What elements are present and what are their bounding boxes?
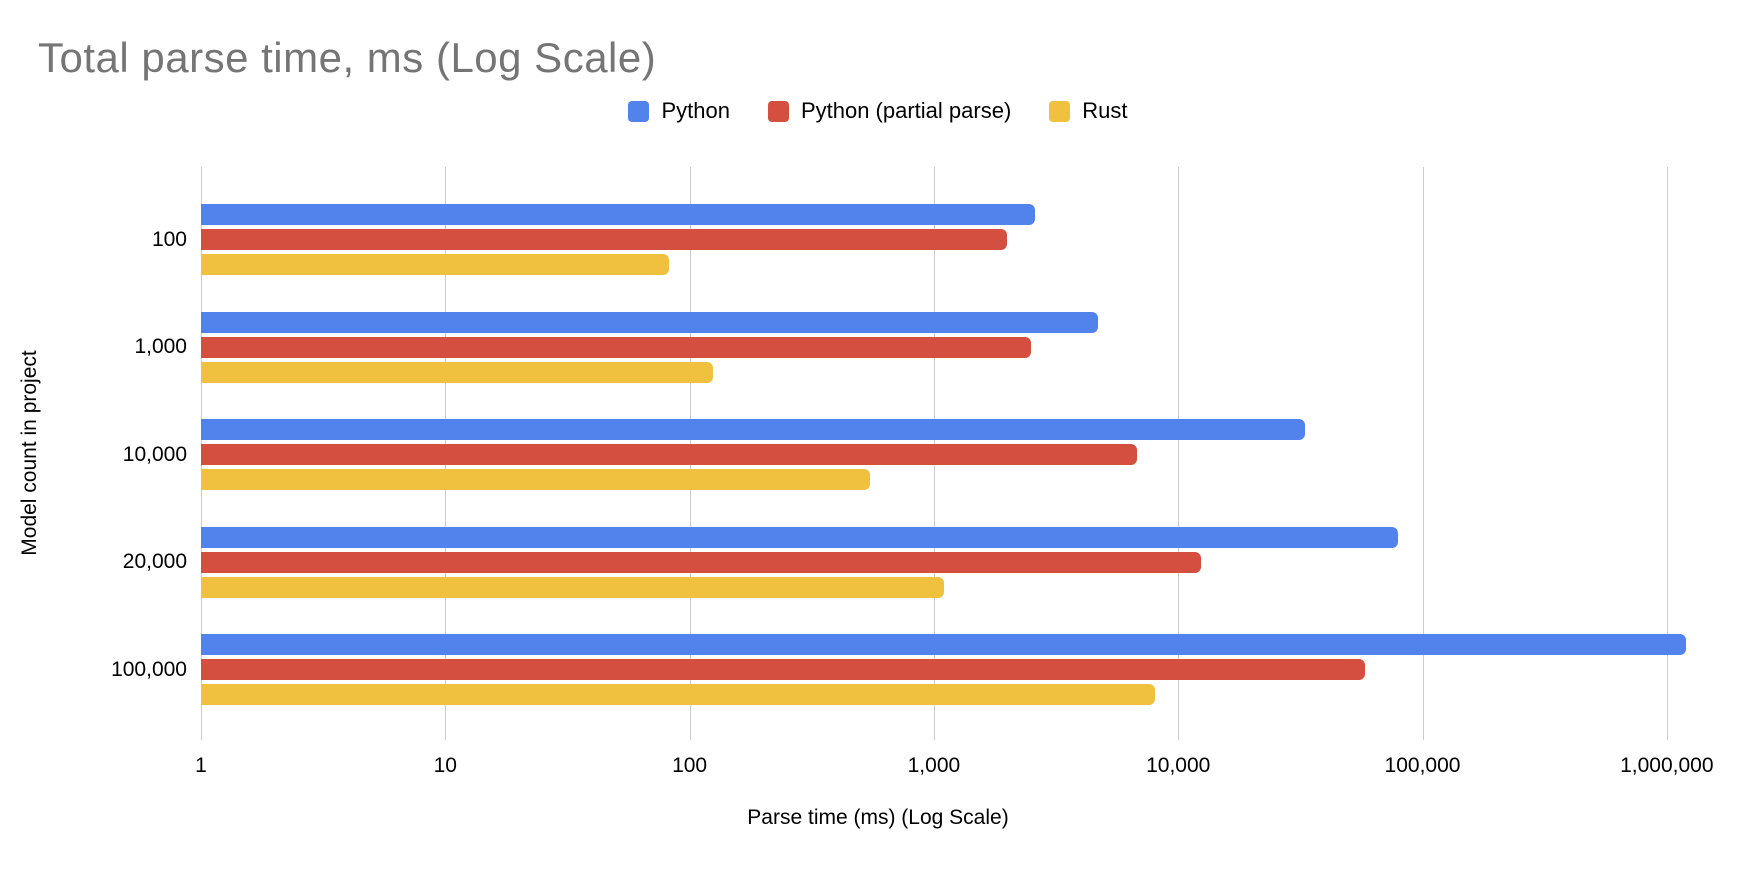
bar-group-10000: 10,000 (123, 419, 1745, 490)
x-tick-label: 10,000 (1146, 754, 1211, 777)
bar-rust-100 (201, 254, 669, 275)
bar-groups: 100 1,000 10,000 20,000 100,000 (111, 167, 1745, 740)
x-tick-label: 1,000,000 (1620, 754, 1714, 777)
bar-group-100: 100 (152, 204, 1745, 275)
bar-python-20000 (201, 526, 1398, 548)
x-axis-title: Parse time (ms) (Log Scale) (747, 806, 1009, 829)
legend-label: Python (partial parse) (800, 98, 1012, 123)
gridline (1178, 167, 1180, 740)
x-tick-label: 1 (195, 754, 207, 777)
bar-group-100000: 100,000 (111, 634, 1745, 705)
bar-python-10000 (201, 419, 1305, 440)
category-label: 20,000 (122, 550, 187, 573)
category-label: 10,000 (122, 442, 187, 466)
legend-label: Rust (1082, 98, 1128, 123)
bar-python-partial-parse-1000 (201, 336, 1032, 358)
category-label: 1,000 (134, 335, 187, 358)
x-tick-label: 10 (433, 754, 457, 777)
bar-rust-100000 (201, 684, 1155, 705)
category-label: 100,000 (111, 657, 187, 681)
bar-rust-20000 (201, 576, 945, 598)
legend-item-rust: Rust (1049, 98, 1128, 124)
plot-area: 1 10 100 1,000 10,000 100,000 1,000,000 100 1,0… (111, 167, 1745, 777)
bar-python-100 (201, 204, 1036, 225)
category-label: 100 (151, 227, 187, 251)
x-tick-label: 100 (672, 754, 708, 777)
legend-item-python-partial-parse: Python (partial parse) (767, 98, 1012, 124)
legend-item-python: Python (628, 98, 730, 124)
bar-python-partial-parse-100000 (201, 659, 1365, 680)
y-axis-title: Model count in project (18, 350, 41, 556)
legend-swatch (1049, 100, 1071, 122)
x-tick-label: 100,000 (1384, 754, 1461, 777)
bar-python-partial-parse-100 (201, 229, 1008, 250)
chart-title: Total parse time, ms (Log Scale) (38, 34, 657, 81)
bar-python-partial-parse-20000 (201, 551, 1202, 573)
bar-group-20000: 20,000 (123, 526, 1745, 598)
bar-python-partial-parse-10000 (201, 444, 1138, 465)
bar-python-100000 (201, 634, 1687, 655)
bar-rust-1000 (201, 361, 714, 383)
bar-group-1000: 1,000 (134, 311, 1745, 383)
x-tick-label: 1,000 (907, 754, 961, 777)
legend: Python Python (partial parse) Rust (0, 98, 1756, 124)
bar-rust-10000 (201, 469, 871, 490)
legend-label: Python (661, 98, 730, 123)
legend-swatch (767, 100, 789, 122)
gridline (1666, 167, 1668, 740)
gridline (1422, 167, 1424, 740)
bar-python-1000 (201, 311, 1099, 333)
legend-swatch (628, 100, 650, 122)
